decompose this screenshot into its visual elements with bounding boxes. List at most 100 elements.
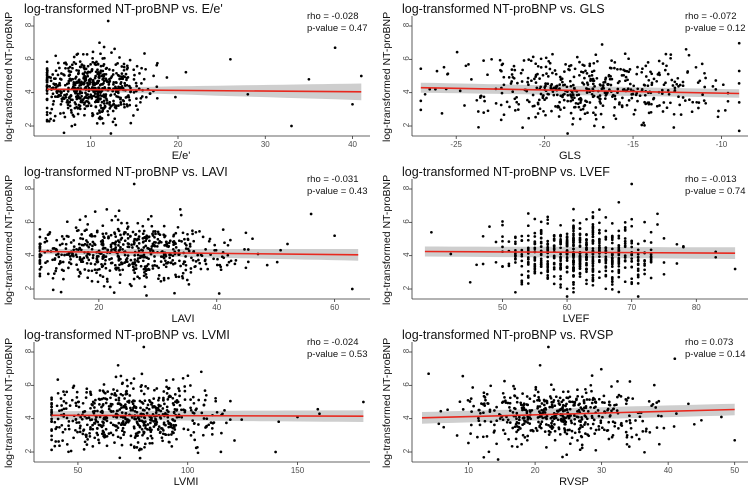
data-point <box>139 406 142 410</box>
data-point <box>537 395 540 399</box>
data-point <box>541 73 545 77</box>
data-point <box>630 435 634 439</box>
data-point <box>636 248 640 252</box>
data-point <box>200 411 204 415</box>
data-point <box>597 414 601 418</box>
data-point <box>82 76 86 79</box>
y-tick-label: 4 <box>402 89 411 94</box>
y-tick-label: 6 <box>24 382 33 387</box>
data-point <box>536 416 540 419</box>
data-point <box>649 248 653 252</box>
data-point <box>114 235 118 238</box>
data-point <box>91 427 95 431</box>
chart-title: log-transformed NT-proBNP vs. RVSP <box>402 328 613 342</box>
data-point <box>626 87 630 91</box>
data-point <box>589 383 593 387</box>
data-point <box>512 64 516 68</box>
data-point <box>115 95 118 98</box>
data-point <box>157 277 160 281</box>
data-point <box>185 278 189 282</box>
data-point <box>77 69 81 73</box>
data-point <box>558 408 562 412</box>
data-point <box>614 117 618 121</box>
panel-rvsp: log-transformed NT-proBNP vs. RVSP rho =… <box>378 326 756 489</box>
data-point <box>119 392 123 396</box>
data-point <box>552 388 556 391</box>
data-point <box>557 105 561 109</box>
data-point <box>636 262 640 266</box>
data-point <box>662 101 666 104</box>
data-point <box>78 104 82 108</box>
data-point <box>131 230 135 234</box>
data-point <box>274 450 277 454</box>
data-point <box>618 101 621 104</box>
data-point <box>658 104 661 107</box>
data-point <box>536 390 540 394</box>
data-point <box>543 85 547 89</box>
data-point <box>182 427 186 431</box>
data-point <box>592 61 596 65</box>
data-point <box>144 95 148 99</box>
data-point <box>512 76 516 80</box>
data-point <box>592 94 596 98</box>
data-point <box>120 75 123 79</box>
data-point <box>62 407 66 411</box>
data-point <box>166 415 170 419</box>
data-point <box>546 247 550 251</box>
data-point <box>594 117 598 121</box>
data-point <box>98 274 102 277</box>
data-point <box>51 103 55 106</box>
data-point <box>113 92 117 96</box>
data-point <box>534 62 538 66</box>
data-point <box>513 109 517 112</box>
data-point <box>617 246 621 249</box>
data-point <box>578 430 581 434</box>
data-point <box>113 441 116 444</box>
data-point <box>73 83 77 87</box>
data-point <box>151 405 155 408</box>
data-point <box>147 247 151 251</box>
data-point <box>162 390 166 393</box>
data-point <box>656 212 659 216</box>
data-point <box>64 66 67 70</box>
data-point <box>585 252 588 256</box>
data-point <box>501 239 504 243</box>
data-point <box>86 74 90 78</box>
data-point <box>617 256 621 260</box>
data-point <box>197 258 200 262</box>
data-point <box>630 252 634 256</box>
data-point <box>124 258 128 262</box>
data-point <box>99 52 102 56</box>
data-point <box>149 247 153 251</box>
data-point <box>115 389 119 393</box>
data-point <box>151 267 155 270</box>
data-point <box>62 390 65 393</box>
data-point <box>537 98 541 102</box>
data-point <box>199 253 203 257</box>
data-point <box>79 424 82 428</box>
data-point <box>662 237 666 240</box>
data-point <box>440 112 444 115</box>
data-point <box>636 242 640 246</box>
data-point <box>569 99 573 103</box>
data-point <box>630 224 634 228</box>
data-point <box>539 265 543 269</box>
data-point <box>576 415 580 419</box>
data-point <box>558 87 561 90</box>
data-point <box>590 74 594 77</box>
data-point <box>38 235 42 239</box>
data-point <box>629 426 633 430</box>
data-point <box>91 50 95 54</box>
data-point <box>210 433 214 436</box>
data-point <box>514 257 517 260</box>
data-point <box>180 240 183 243</box>
regression-line <box>424 250 736 254</box>
data-point <box>52 77 56 80</box>
data-point <box>115 415 118 419</box>
y-tick-label: 2 <box>24 122 33 127</box>
data-point <box>58 81 61 85</box>
data-point <box>571 122 574 126</box>
scatter-points <box>50 345 365 460</box>
data-point <box>597 397 601 401</box>
data-point <box>143 445 146 449</box>
